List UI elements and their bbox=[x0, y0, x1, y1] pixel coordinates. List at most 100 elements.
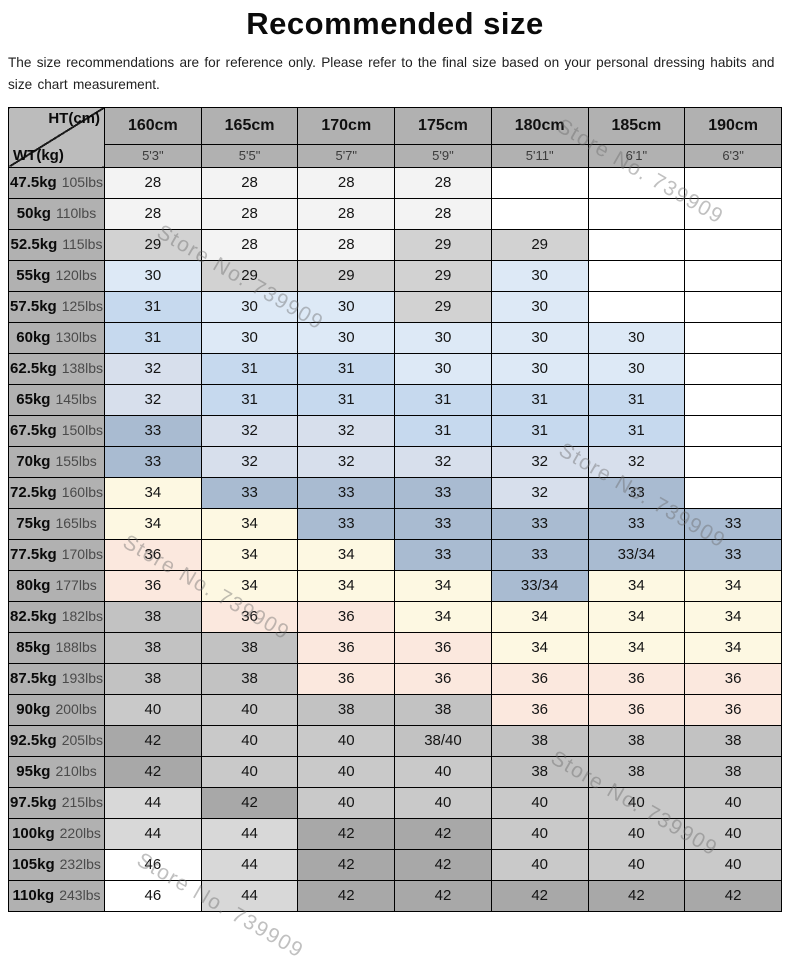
size-cell: 32 bbox=[490, 476, 589, 509]
size-cell: 32 bbox=[297, 445, 396, 478]
disclaimer-text: The size recommendations are for referen… bbox=[8, 55, 775, 92]
table-row: 80kg 177lbs 36 34 34 34 33/34 34 34 bbox=[8, 569, 782, 602]
size-cell: 32 bbox=[490, 445, 589, 478]
size-cell: 40 bbox=[297, 786, 396, 819]
corner-wt-label: WT(kg) bbox=[13, 146, 64, 164]
weight-label-cell: 110kg 243lbs bbox=[8, 879, 105, 912]
weight-lbs: 177lbs bbox=[55, 576, 97, 593]
table-row: 97.5kg 215lbs 44 42 40 40 40 40 40 bbox=[8, 786, 782, 819]
size-cell: 42 bbox=[394, 879, 492, 912]
weight-label-cell: 55kg 120lbs bbox=[8, 259, 105, 292]
size-cell: 42 bbox=[104, 755, 202, 788]
weight-kg: 100kg bbox=[12, 824, 55, 842]
table-row: 70kg 155lbs 33 32 32 32 32 32 bbox=[8, 445, 782, 478]
size-cell: 30 bbox=[490, 352, 589, 385]
weight-label-cell: 62.5kg 138lbs bbox=[8, 352, 105, 385]
size-cell: 29 bbox=[297, 259, 396, 292]
weight-label-cell: 67.5kg 150lbs bbox=[8, 414, 105, 447]
size-cell: 36 bbox=[490, 693, 589, 726]
weight-lbs: 182lbs bbox=[61, 607, 103, 624]
table-body: 47.5kg 105lbs 28 28 28 28 50kg 110lbs 28 28 28 28 52… bbox=[8, 166, 782, 912]
size-cell: 40 bbox=[587, 848, 686, 881]
size-cell: 40 bbox=[200, 724, 299, 757]
weight-label-cell: 105kg 232lbs bbox=[8, 848, 105, 881]
size-cell: 34 bbox=[587, 569, 686, 602]
size-cell bbox=[684, 228, 782, 261]
weight-label-cell: 97.5kg 215lbs bbox=[8, 786, 105, 819]
weight-kg: 62.5kg bbox=[10, 359, 57, 377]
size-cell bbox=[587, 259, 686, 292]
weight-lbs: 243lbs bbox=[59, 886, 101, 903]
size-cell: 29 bbox=[490, 228, 589, 261]
size-cell: 31 bbox=[200, 352, 299, 385]
size-cell: 36 bbox=[684, 662, 782, 695]
size-cell: 42 bbox=[684, 879, 782, 912]
table-row: 72.5kg 160lbs 34 33 33 33 32 33 bbox=[8, 476, 782, 509]
size-cell: 34 bbox=[297, 538, 396, 571]
weight-label-cell: 72.5kg 160lbs bbox=[8, 476, 105, 509]
size-cell: 31 bbox=[297, 383, 396, 416]
size-cell: 38 bbox=[490, 724, 589, 757]
size-cell: 44 bbox=[200, 879, 299, 912]
size-cell: 28 bbox=[297, 228, 396, 261]
size-cell: 31 bbox=[394, 414, 492, 447]
size-cell bbox=[587, 197, 686, 230]
size-cell: 30 bbox=[587, 352, 686, 385]
height-header-160cm: 160cm bbox=[104, 106, 202, 145]
height-feet-header: 6'3" bbox=[684, 143, 782, 168]
weight-kg: 52.5kg bbox=[10, 235, 58, 253]
weight-lbs: 205lbs bbox=[61, 731, 103, 748]
size-cell: 40 bbox=[297, 755, 396, 788]
weight-kg: 55kg bbox=[16, 266, 51, 284]
size-cell: 30 bbox=[587, 321, 686, 354]
table-row: 67.5kg 150lbs 33 32 32 31 31 31 bbox=[8, 414, 782, 447]
weight-lbs: 120lbs bbox=[55, 266, 97, 283]
size-cell: 36 bbox=[104, 569, 202, 602]
size-cell: 34 bbox=[200, 569, 299, 602]
size-cell: 42 bbox=[200, 786, 299, 819]
size-cell: 44 bbox=[104, 817, 202, 850]
size-cell: 42 bbox=[490, 879, 589, 912]
size-cell: 40 bbox=[684, 848, 782, 881]
size-cell: 32 bbox=[200, 445, 299, 478]
size-cell: 29 bbox=[104, 228, 202, 261]
size-cell: 36 bbox=[587, 662, 686, 695]
size-cell: 40 bbox=[297, 724, 396, 757]
size-table: HT(cm) WT(kg) 160cm 165cm 170cm 175cm 180cm 185… bbox=[8, 106, 782, 912]
weight-label-cell: 87.5kg 193lbs bbox=[8, 662, 105, 695]
size-cell: 29 bbox=[394, 228, 492, 261]
weight-label-cell: 80kg 177lbs bbox=[8, 569, 105, 602]
weight-kg: 57.5kg bbox=[10, 297, 57, 315]
size-cell: 38 bbox=[104, 662, 202, 695]
weight-kg: 47.5kg bbox=[10, 173, 57, 191]
height-feet-header: 5'7" bbox=[297, 143, 396, 168]
height-feet-header: 5'11" bbox=[490, 143, 589, 168]
weight-label-cell: 52.5kg 115lbs bbox=[8, 228, 105, 261]
size-cell: 33 bbox=[490, 538, 589, 571]
size-cell: 29 bbox=[394, 259, 492, 292]
size-cell: 30 bbox=[394, 321, 492, 354]
table-row: 57.5kg 125lbs 31 30 30 29 30 bbox=[8, 290, 782, 323]
size-cell: 34 bbox=[490, 600, 589, 633]
size-cell: 33 bbox=[587, 476, 686, 509]
size-cell: 30 bbox=[297, 321, 396, 354]
weight-kg: 70kg bbox=[16, 452, 51, 470]
size-cell: 30 bbox=[490, 259, 589, 292]
weight-label-cell: 75kg 165lbs bbox=[8, 507, 105, 540]
size-cell: 34 bbox=[297, 569, 396, 602]
table-row: 95kg 210lbs 42 40 40 40 38 38 38 bbox=[8, 755, 782, 788]
size-cell: 34 bbox=[200, 507, 299, 540]
size-cell: 34 bbox=[684, 631, 782, 664]
size-cell: 38 bbox=[200, 631, 299, 664]
size-cell: 34 bbox=[394, 600, 492, 633]
weight-label-cell: 92.5kg 205lbs bbox=[8, 724, 105, 757]
size-cell: 42 bbox=[394, 848, 492, 881]
size-cell: 34 bbox=[104, 507, 202, 540]
size-cell bbox=[684, 414, 782, 447]
size-cell bbox=[490, 166, 589, 199]
size-cell: 32 bbox=[394, 445, 492, 478]
table-row: 55kg 120lbs 30 29 29 29 30 bbox=[8, 259, 782, 292]
table-row: 85kg 188lbs 38 38 36 36 34 34 34 bbox=[8, 631, 782, 664]
size-cell: 34 bbox=[684, 569, 782, 602]
size-cell: 33 bbox=[104, 445, 202, 478]
